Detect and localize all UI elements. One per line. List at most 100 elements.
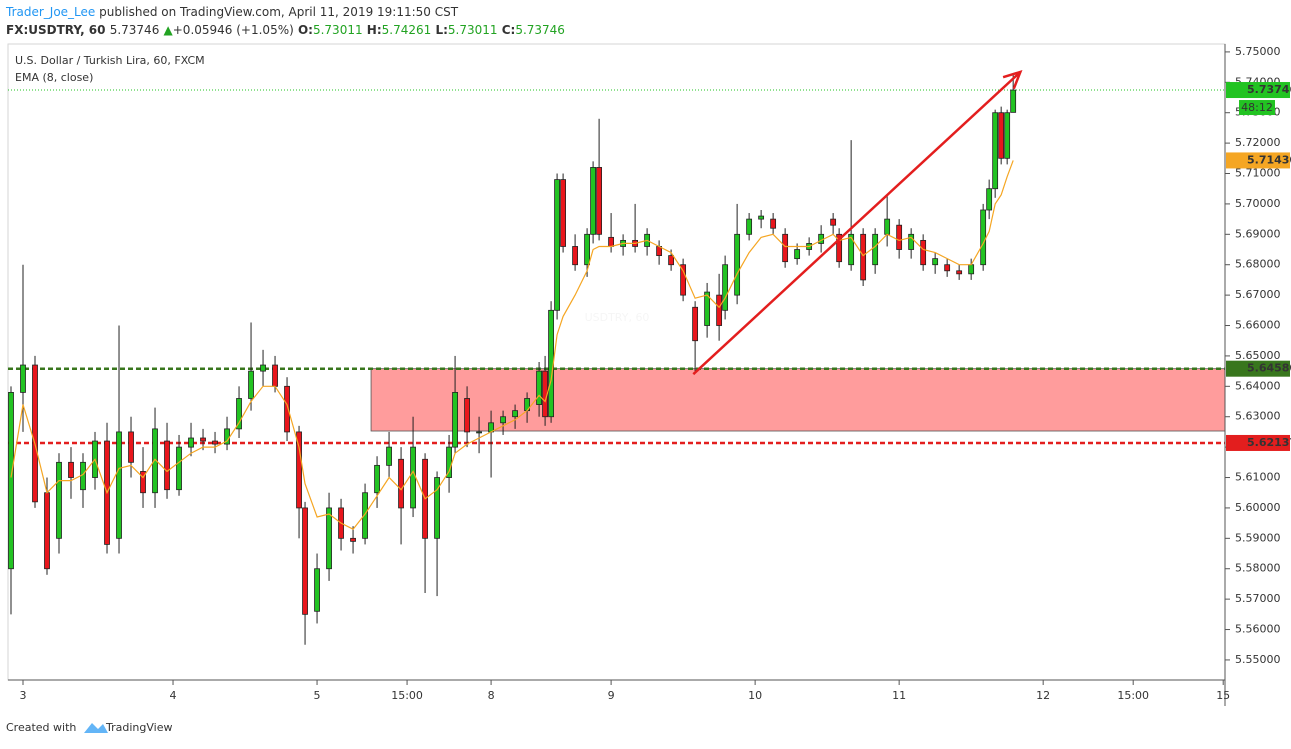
x-tick-label: 11 (892, 689, 906, 702)
x-tick-label: 8 (488, 689, 495, 702)
candle-body (326, 507, 332, 570)
candle-body (746, 218, 753, 235)
header-line: Trader_Joe_Lee published on TradingView.… (5, 5, 459, 19)
candle-body (512, 410, 518, 418)
h: 5.74261 (382, 23, 432, 37)
level-label: 5.64580 (1247, 362, 1291, 375)
candle-body (1010, 89, 1017, 113)
arrow-head (1002, 70, 1023, 90)
y-tick-label: 5.60000 (1235, 501, 1281, 514)
h-label: H: (367, 23, 382, 37)
candle-body (446, 446, 452, 478)
arrow: ▲ (164, 23, 174, 37)
candle-body (668, 255, 675, 266)
candle-body (572, 246, 578, 266)
candle-body (536, 370, 542, 405)
candle-body (272, 364, 278, 387)
o: 5.73011 (313, 23, 363, 37)
price: 5.73746 (110, 23, 160, 37)
candle-body (68, 461, 74, 478)
candle-body (782, 233, 789, 263)
candle-body (350, 537, 356, 542)
candle-body (734, 233, 741, 296)
y-tick-label: 5.63000 (1235, 410, 1281, 423)
candle-body (590, 167, 596, 235)
y-tick-label: 5.66000 (1235, 319, 1281, 332)
candle-body (758, 215, 765, 220)
o-label: O: (298, 23, 313, 37)
last-price-label: 5.73746 (1247, 83, 1291, 96)
candle-body (836, 233, 843, 263)
y-tick-label: 5.59000 (1235, 531, 1281, 544)
candle-body (560, 179, 566, 247)
candle-body (554, 179, 560, 311)
footer-text: Created with (6, 721, 76, 734)
candle-body (680, 264, 687, 296)
y-tick-label: 5.75000 (1235, 45, 1281, 58)
x-tick-label: 3 (20, 689, 27, 702)
x-tick-label: 10 (748, 689, 762, 702)
candle-body (968, 264, 975, 275)
x-tick-label: 15:00 (391, 689, 423, 702)
y-tick-label: 5.67000 (1235, 288, 1281, 301)
candle-body (302, 507, 308, 615)
published: published on TradingView.com, April 11, … (95, 5, 458, 19)
c-label: C: (502, 23, 516, 37)
change: +0.05946 (+1.05%) (173, 23, 294, 37)
footer-brand[interactable]: TradingView (105, 721, 172, 734)
candle-body (692, 306, 699, 342)
level-box (1226, 360, 1290, 377)
candle-body (8, 392, 14, 570)
candle-body (464, 398, 470, 433)
y-tick-label: 5.56000 (1235, 623, 1281, 636)
candle-body (296, 431, 302, 509)
candle-body (920, 239, 927, 266)
candle-body (398, 458, 404, 509)
x-tick-label: 4 (170, 689, 177, 702)
author[interactable]: Trader_Joe_Lee (5, 5, 95, 19)
x-tick-label: 9 (608, 689, 615, 702)
candle-body (596, 167, 602, 235)
candle-body (986, 188, 993, 211)
candle-body (830, 218, 837, 226)
candle-body (704, 291, 711, 326)
x-tick-label: 15 (1216, 689, 1230, 702)
y-tick-label: 5.57000 (1235, 592, 1281, 605)
ohlc-line: FX:USDTRY, 60 5.73746 ▲+0.05946 (+1.05%)… (6, 23, 565, 37)
candle-body (944, 264, 951, 272)
candle-body (500, 416, 506, 424)
candle-body (260, 364, 266, 372)
candle-body (152, 428, 158, 494)
y-tick-label: 5.69000 (1235, 227, 1281, 240)
countdown-box (1239, 100, 1275, 116)
zone (370, 368, 1226, 432)
candle-body (20, 364, 26, 393)
candle-body (770, 218, 777, 229)
candle-body (116, 431, 122, 539)
candle-body (794, 249, 801, 260)
candle-body (980, 209, 987, 266)
candle-body (410, 446, 416, 509)
candle-body (608, 236, 614, 247)
candle-body (164, 440, 170, 491)
countdown: 48:12 (1241, 101, 1273, 114)
candle-body (188, 437, 194, 448)
x-tick-label: 12 (1036, 689, 1050, 702)
symbol: FX:USDTRY, 60 (6, 23, 106, 37)
logo (84, 723, 108, 733)
candle-body (236, 398, 242, 430)
candle-body (908, 233, 915, 250)
watermark: USDTRY, 60 (585, 311, 650, 324)
level-label: 5.62137 (1247, 436, 1291, 449)
legend-entry: EMA (8, close) (15, 71, 93, 84)
candle-body (584, 233, 590, 266)
candle-body (722, 264, 729, 311)
y-tick-label: 5.70000 (1235, 197, 1281, 210)
y-tick-label: 5.72000 (1235, 136, 1281, 149)
candle-body (896, 224, 903, 250)
candle-body (176, 446, 182, 491)
y-tick-label: 5.55000 (1235, 653, 1281, 666)
y-tick-label: 5.61000 (1235, 471, 1281, 484)
